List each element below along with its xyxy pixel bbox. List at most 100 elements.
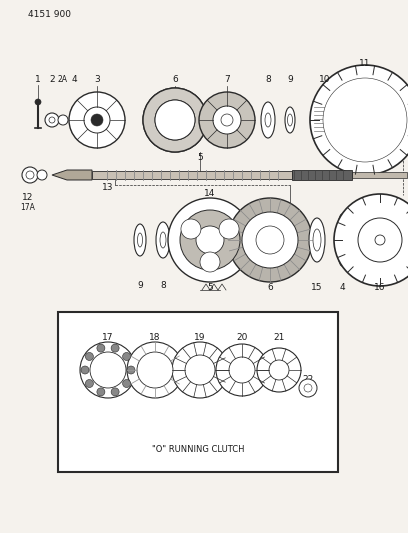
Text: 20: 20 — [236, 333, 248, 342]
Ellipse shape — [134, 224, 146, 256]
Polygon shape — [52, 170, 92, 180]
Text: 9: 9 — [137, 280, 143, 289]
Bar — [92, 171, 292, 179]
Ellipse shape — [285, 107, 295, 133]
Text: 2A: 2A — [58, 76, 68, 85]
Circle shape — [45, 113, 59, 127]
Ellipse shape — [309, 218, 325, 262]
Circle shape — [97, 344, 105, 352]
Text: 5: 5 — [197, 154, 203, 163]
Ellipse shape — [160, 232, 166, 248]
Ellipse shape — [137, 233, 142, 247]
Bar — [337, 104, 343, 136]
Circle shape — [49, 117, 55, 123]
Circle shape — [168, 198, 252, 282]
Text: 6: 6 — [172, 76, 178, 85]
Text: 4: 4 — [71, 76, 77, 85]
Ellipse shape — [337, 214, 347, 266]
Text: 8: 8 — [160, 280, 166, 289]
Text: 9: 9 — [287, 76, 293, 85]
Circle shape — [127, 342, 183, 398]
Text: 11: 11 — [359, 59, 371, 68]
Circle shape — [199, 92, 255, 148]
Circle shape — [200, 252, 220, 272]
Circle shape — [338, 93, 392, 147]
Text: 3: 3 — [94, 76, 100, 85]
Circle shape — [180, 210, 240, 270]
Ellipse shape — [156, 222, 170, 258]
Circle shape — [334, 194, 408, 286]
Text: 7: 7 — [224, 76, 230, 85]
Text: 14: 14 — [204, 189, 216, 198]
Circle shape — [196, 226, 224, 254]
Circle shape — [127, 366, 135, 374]
Circle shape — [256, 226, 284, 254]
Circle shape — [257, 348, 301, 392]
Circle shape — [299, 379, 317, 397]
Text: 17: 17 — [102, 333, 114, 342]
Circle shape — [123, 379, 131, 387]
Circle shape — [181, 219, 201, 239]
Text: 15: 15 — [311, 284, 323, 293]
Text: 17A: 17A — [20, 204, 35, 213]
Circle shape — [310, 65, 408, 175]
Bar — [313, 104, 343, 136]
Circle shape — [26, 171, 34, 179]
Text: 2: 2 — [49, 76, 55, 85]
Circle shape — [221, 114, 233, 126]
Circle shape — [172, 342, 228, 398]
Text: 21: 21 — [273, 333, 285, 342]
Circle shape — [58, 115, 68, 125]
Circle shape — [155, 100, 195, 140]
Circle shape — [143, 88, 207, 152]
Ellipse shape — [70, 106, 78, 134]
Text: "O" RUNNING CLUTCH: "O" RUNNING CLUTCH — [152, 446, 244, 455]
Text: 13: 13 — [102, 183, 114, 192]
Text: 6: 6 — [267, 284, 273, 293]
Circle shape — [375, 235, 385, 245]
Circle shape — [97, 388, 105, 396]
Circle shape — [358, 218, 402, 262]
Text: 4151 900: 4151 900 — [28, 10, 71, 19]
Ellipse shape — [313, 229, 321, 251]
Text: 16: 16 — [374, 284, 386, 293]
Circle shape — [111, 344, 119, 352]
Ellipse shape — [288, 114, 293, 126]
Circle shape — [81, 366, 89, 374]
Circle shape — [85, 352, 93, 360]
Circle shape — [213, 106, 241, 134]
Circle shape — [85, 379, 93, 387]
Circle shape — [22, 167, 38, 183]
Text: 18: 18 — [149, 333, 161, 342]
Ellipse shape — [265, 113, 271, 127]
Circle shape — [84, 107, 110, 133]
Circle shape — [137, 352, 173, 388]
Circle shape — [304, 384, 312, 392]
Circle shape — [90, 352, 126, 388]
Circle shape — [37, 170, 47, 180]
Circle shape — [185, 355, 215, 385]
Text: 1: 1 — [35, 76, 41, 85]
Text: 19: 19 — [194, 333, 206, 342]
Circle shape — [123, 352, 131, 360]
Circle shape — [143, 88, 207, 152]
Text: 4: 4 — [339, 284, 345, 293]
Text: 5: 5 — [207, 284, 213, 293]
Bar — [292, 170, 352, 180]
Circle shape — [242, 212, 298, 268]
Circle shape — [91, 114, 103, 126]
Circle shape — [80, 342, 136, 398]
Text: 12: 12 — [22, 193, 34, 203]
Bar — [58, 312, 338, 472]
Bar — [352, 172, 407, 178]
Ellipse shape — [261, 102, 275, 138]
Circle shape — [323, 78, 407, 162]
Text: 22: 22 — [302, 376, 314, 384]
Circle shape — [229, 357, 255, 383]
Text: 10: 10 — [319, 76, 331, 85]
Text: 8: 8 — [265, 76, 271, 85]
Circle shape — [228, 198, 312, 282]
Circle shape — [155, 100, 195, 140]
Circle shape — [111, 388, 119, 396]
Circle shape — [35, 99, 41, 105]
